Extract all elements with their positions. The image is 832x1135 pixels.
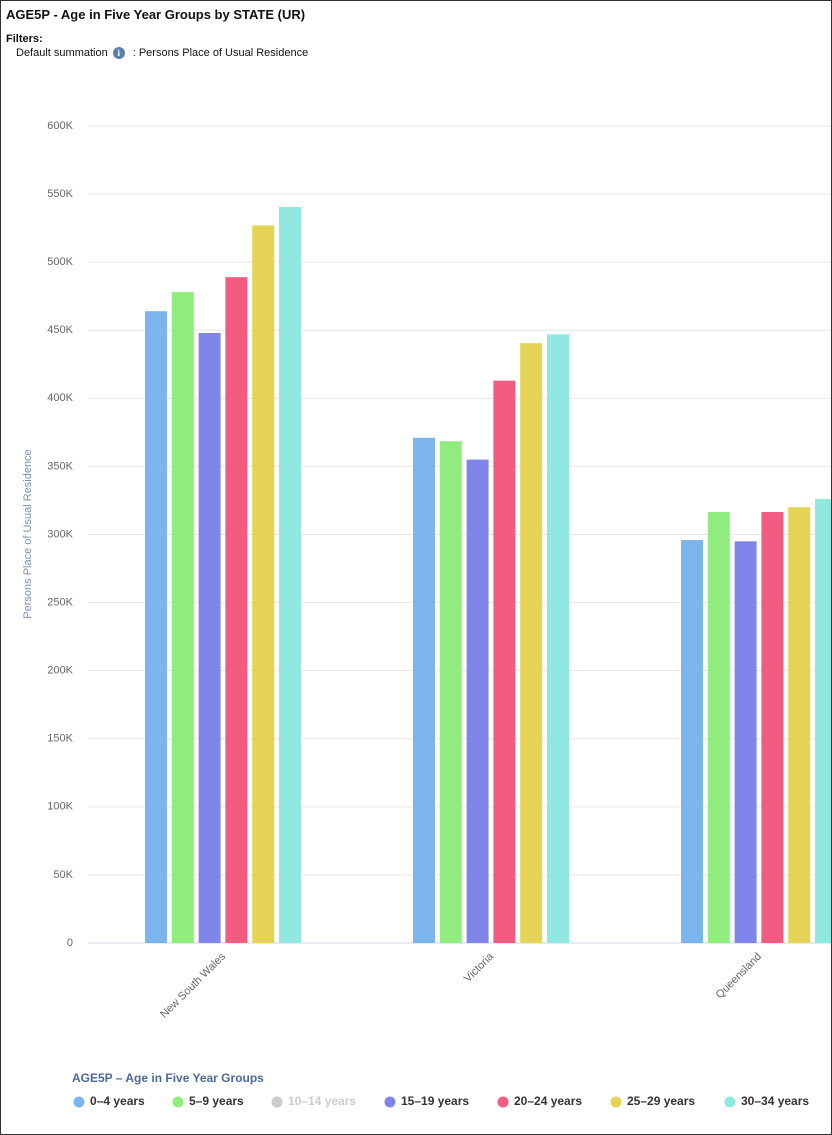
y-tick-label: 450K xyxy=(47,324,73,336)
legend-item[interactable]: 10–14 years xyxy=(288,1094,356,1108)
bar xyxy=(225,277,248,943)
bar xyxy=(413,437,435,943)
y-tick-label: 150K xyxy=(47,733,73,745)
bar xyxy=(493,380,516,943)
bar xyxy=(815,499,831,943)
legend-marker[interactable] xyxy=(724,1096,736,1108)
y-tick-label: 50K xyxy=(53,869,73,881)
bar xyxy=(681,539,703,943)
filter-value: : Persons Place of Usual Residence xyxy=(132,47,309,59)
y-tick-label: 500K xyxy=(47,256,73,268)
legend-item[interactable]: 0–4 years xyxy=(90,1094,145,1108)
bar xyxy=(547,334,569,944)
bar xyxy=(198,332,221,943)
bar xyxy=(734,541,757,943)
y-tick-label: 600K xyxy=(47,120,73,132)
legend-item[interactable]: 25–29 years xyxy=(627,1094,695,1108)
legend-item[interactable]: 20–24 years xyxy=(514,1094,582,1108)
x-tick-label: Victoria xyxy=(462,950,497,985)
legend-item[interactable]: 5–9 years xyxy=(189,1094,244,1108)
bar xyxy=(171,292,194,944)
bar xyxy=(466,459,489,943)
y-tick-label: 250K xyxy=(47,596,73,608)
y-tick-label: 400K xyxy=(47,392,73,404)
bar xyxy=(788,507,811,943)
y-tick-label: 550K xyxy=(47,188,73,200)
bar xyxy=(439,441,462,943)
info-icon[interactable]: i xyxy=(112,47,125,59)
legend-marker[interactable] xyxy=(172,1096,184,1108)
bar xyxy=(520,343,543,944)
filters-label: Filters: xyxy=(6,33,43,45)
filter-row: Default summation i : Persons Place of U… xyxy=(16,47,308,59)
bar xyxy=(279,207,301,943)
legend-title: AGE5P – Age in Five Year Groups xyxy=(72,1071,264,1085)
bar xyxy=(761,512,784,943)
legend-marker[interactable] xyxy=(73,1096,85,1108)
panel-title: AGE5P - Age in Five Year Groups by STATE… xyxy=(6,7,306,22)
x-tick-label: New South Wales xyxy=(158,950,228,1020)
y-tick-label: 100K xyxy=(47,801,73,813)
y-axis-title: Persons Place of Usual Residence xyxy=(22,449,34,618)
legend-item[interactable]: 15–19 years xyxy=(401,1094,469,1108)
y-tick-label: 200K xyxy=(47,665,73,677)
filter-name: Default summation xyxy=(16,47,108,59)
legend-item[interactable]: 30–34 years xyxy=(741,1094,809,1108)
bar xyxy=(252,225,275,943)
y-tick-label: 350K xyxy=(47,460,73,472)
legend-marker[interactable] xyxy=(384,1096,396,1108)
y-tick-label: 300K xyxy=(47,528,73,540)
bar xyxy=(707,512,730,943)
legend-marker[interactable] xyxy=(271,1096,283,1108)
legend-marker[interactable] xyxy=(610,1096,622,1108)
y-tick-label: 0 xyxy=(67,937,73,949)
bar xyxy=(145,311,167,944)
legend-marker[interactable] xyxy=(497,1096,509,1108)
x-tick-label: Queensland xyxy=(714,951,764,1001)
